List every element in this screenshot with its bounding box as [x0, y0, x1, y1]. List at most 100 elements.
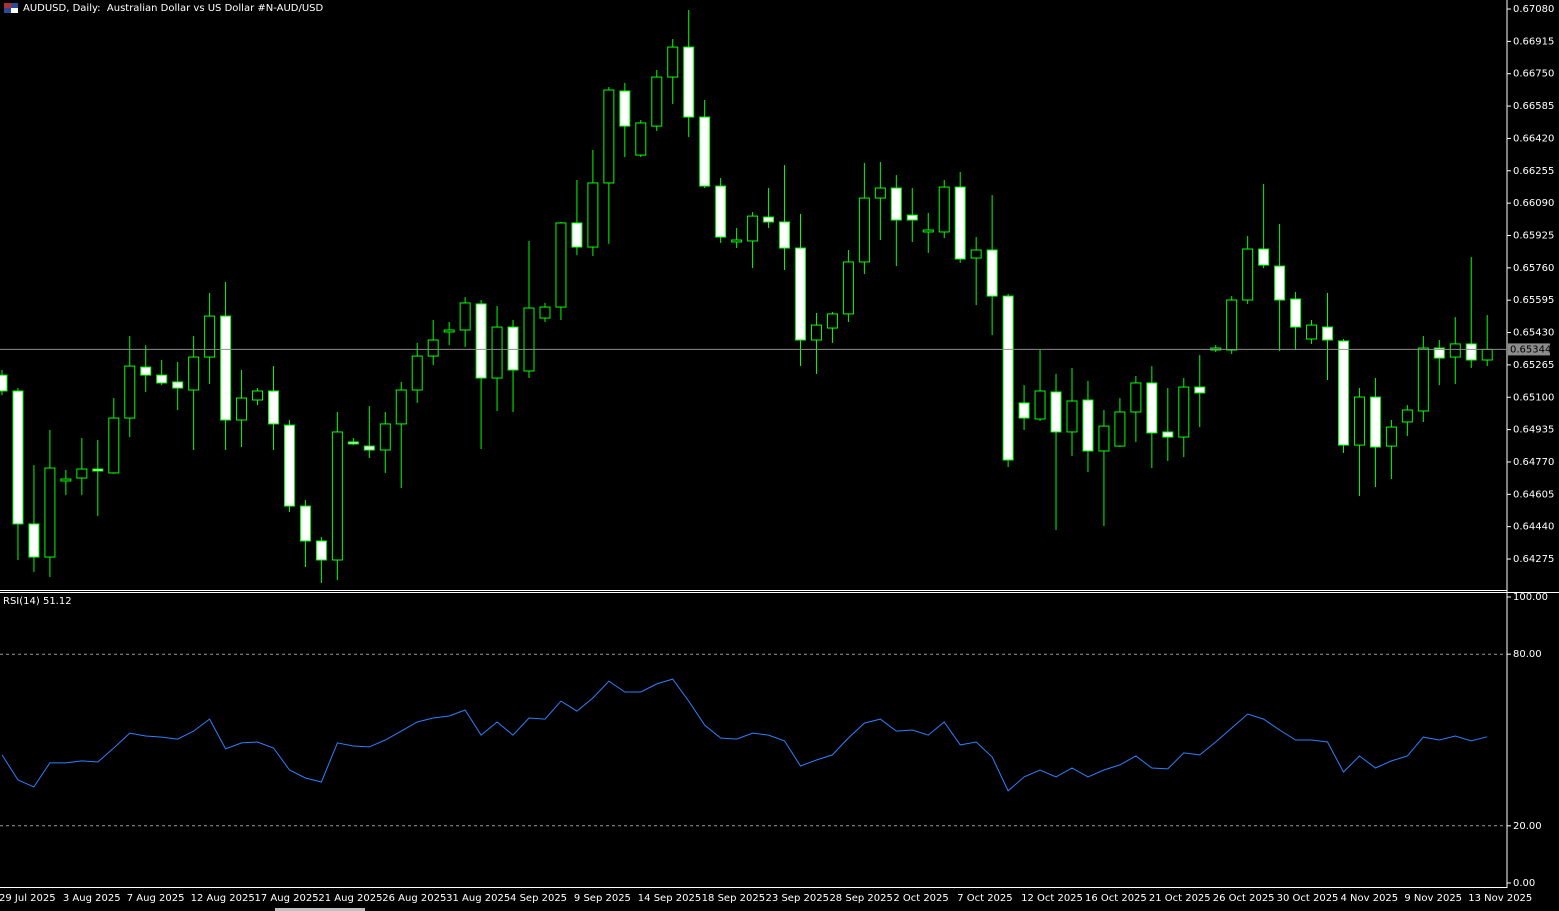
candle-body	[651, 76, 663, 127]
x-tick-label: 3 Aug 2025	[63, 893, 121, 904]
candle-body	[283, 424, 295, 507]
candle-body	[1306, 324, 1318, 340]
candle-body	[731, 239, 743, 243]
candle-body	[76, 468, 88, 479]
y-tick-label: 0.64935	[1513, 425, 1554, 436]
candle-body	[1481, 348, 1493, 361]
y-tick-label: 0.65430	[1513, 328, 1554, 339]
y-tick-label: 0.65760	[1513, 263, 1554, 274]
y-tick-label: 0.66915	[1513, 36, 1554, 47]
candle-body	[587, 182, 599, 248]
x-tick-label: 31 Aug 2025	[446, 893, 510, 904]
candle-body	[220, 315, 232, 421]
y-tick-label: 0.66090	[1513, 198, 1554, 209]
y-tick-label: 100.00	[1513, 592, 1548, 603]
current-price-label: 0.65344	[1510, 344, 1551, 355]
candle-body	[140, 366, 152, 376]
x-tick-label: 18 Sep 2025	[702, 893, 765, 904]
x-tick-label: 2 Oct 2025	[893, 893, 948, 904]
candle-body	[1401, 409, 1413, 423]
candle-body	[1162, 431, 1174, 438]
y-tick-label: 80.00	[1513, 649, 1542, 660]
candle-body	[1242, 248, 1254, 301]
y-tick-label: 0.66750	[1513, 69, 1554, 80]
y-tick-label: 0.64605	[1513, 489, 1554, 500]
candle-body	[267, 390, 279, 425]
candle-body	[747, 215, 759, 242]
rsi-line	[1, 678, 1488, 792]
y-tick-label: 0.64275	[1513, 554, 1554, 565]
scroll-marker	[275, 908, 365, 911]
x-tick-label: 9 Sep 2025	[574, 893, 631, 904]
candle-body	[1385, 426, 1397, 447]
candle-body	[156, 374, 168, 384]
candle-body	[411, 355, 423, 391]
candle-body	[1050, 391, 1062, 433]
x-tick-label: 26 Oct 2025	[1213, 893, 1275, 904]
candle-body	[379, 423, 391, 451]
candle-body	[1178, 386, 1190, 438]
candle-body	[763, 216, 775, 223]
candle-body	[555, 222, 567, 308]
x-tick-label: 23 Sep 2025	[766, 893, 829, 904]
x-tick-label: 29 Jul 2025	[0, 893, 56, 904]
candle-body	[443, 329, 455, 333]
candle-body	[619, 90, 631, 127]
x-tick-label: 13 Nov 2025	[1468, 893, 1532, 904]
candle-body	[1114, 411, 1126, 447]
x-tick-label: 12 Aug 2025	[191, 893, 255, 904]
candle-body	[667, 46, 679, 78]
x-tick-label: 17 Aug 2025	[255, 893, 319, 904]
candle-body	[890, 187, 902, 221]
indicator-title: RSI(14) 51.12	[3, 596, 72, 607]
candle-body	[1066, 400, 1078, 433]
candle-body	[299, 505, 311, 542]
y-tick-label: 0.66420	[1513, 133, 1554, 144]
candle-body	[1465, 343, 1477, 361]
candle-body	[1274, 265, 1286, 301]
candle-body	[188, 356, 200, 391]
x-tick-label: 21 Aug 2025	[318, 893, 382, 904]
x-tick-label: 12 Oct 2025	[1021, 893, 1083, 904]
candle-body	[1322, 326, 1334, 341]
flag-icon	[4, 3, 18, 13]
candle-body	[699, 116, 711, 187]
candle-body	[92, 468, 104, 472]
candle-body	[315, 540, 327, 561]
y-tick-label: 20.00	[1513, 821, 1542, 832]
y-tick-label: 0.66255	[1513, 166, 1554, 177]
x-tick-label: 9 Nov 2025	[1404, 893, 1462, 904]
candle-body	[1146, 382, 1158, 434]
candle-body	[252, 390, 264, 401]
x-tick-label: 21 Oct 2025	[1149, 893, 1211, 904]
candle-body	[475, 303, 487, 379]
candle-body	[1130, 382, 1142, 413]
candle-body	[331, 431, 343, 561]
candle-body	[60, 478, 72, 482]
candle-body	[1098, 425, 1110, 452]
candle-body	[874, 187, 886, 199]
candle-body	[842, 261, 854, 315]
candle-body	[1353, 396, 1365, 446]
y-tick-label: 0.67080	[1513, 4, 1554, 15]
candle-body	[635, 122, 647, 156]
candle-body	[507, 326, 519, 371]
candle-body	[1337, 340, 1349, 446]
candle-body	[0, 374, 8, 392]
candle-body	[858, 197, 870, 263]
x-tick-label: 7 Oct 2025	[957, 893, 1012, 904]
candle-body	[523, 307, 535, 372]
x-tick-label: 14 Sep 2025	[638, 893, 701, 904]
candle-body	[986, 249, 998, 297]
y-tick-label: 0.65925	[1513, 230, 1554, 241]
candle-body	[954, 186, 966, 260]
candle-body	[922, 229, 934, 233]
candle-body	[427, 339, 439, 357]
candle-body	[603, 89, 615, 184]
candle-body	[1433, 347, 1445, 359]
candle-body	[539, 306, 551, 319]
candle-body	[571, 222, 583, 248]
